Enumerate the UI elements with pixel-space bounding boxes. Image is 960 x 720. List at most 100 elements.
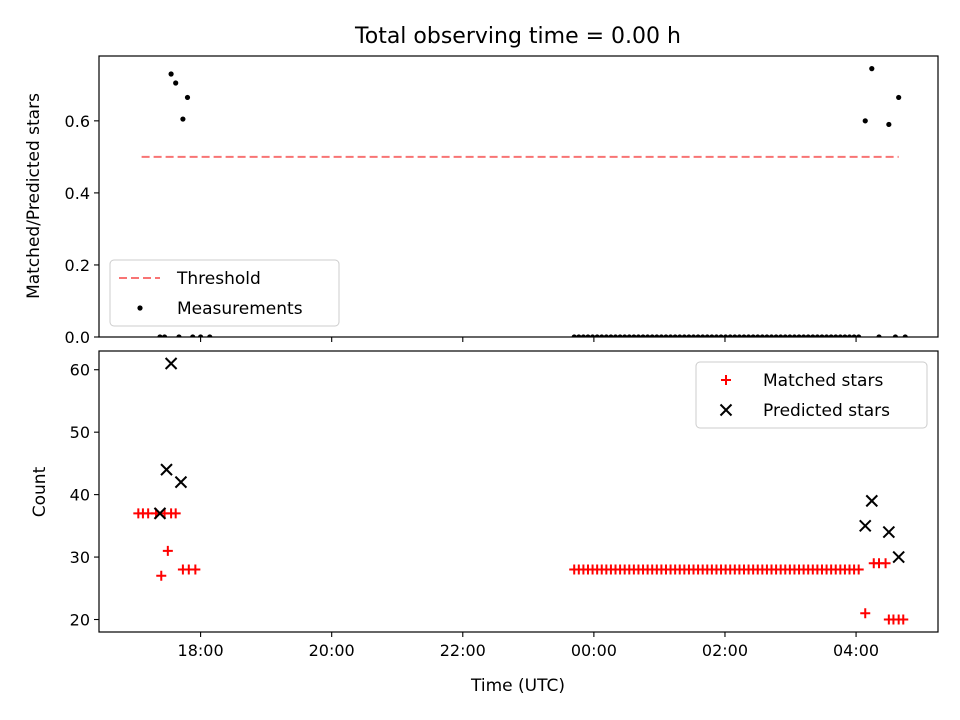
measurements-point [896, 94, 902, 101]
predicted-stars-point [160, 463, 173, 476]
measurements-point [667, 334, 674, 337]
measurements-point [862, 118, 868, 124]
measurements-point [168, 71, 174, 77]
measurements-point [727, 334, 733, 337]
measurements-point [732, 334, 738, 337]
legend: Threshold Measurements [109, 259, 340, 327]
y-tick-label: 60 [70, 361, 90, 380]
measurements-point [631, 334, 637, 337]
measurements-point [654, 334, 660, 337]
threshold-legend-label: Threshold [176, 269, 261, 289]
measurements-point [207, 334, 213, 337]
measurements-point [594, 334, 600, 337]
measurements-point [902, 334, 908, 337]
measurements-point [759, 334, 765, 337]
measurements-point [626, 334, 632, 337]
measurements-point [837, 334, 843, 337]
y-tick-label: 0.2 [65, 256, 90, 275]
measurements-point [764, 334, 770, 337]
predicted-stars-legend-marker [719, 403, 733, 417]
matched-stars-legend-label: Matched stars [763, 371, 883, 391]
predicted-stars-legend-label: Predicted stars [763, 401, 890, 421]
measurements-point [828, 334, 834, 337]
matched-stars-point [898, 614, 909, 625]
measurements-point [658, 334, 664, 337]
measurements-point [649, 334, 655, 337]
matched-stars-point [853, 564, 864, 575]
measurements-point [823, 334, 830, 337]
y-tick-label: 0.0 [65, 328, 90, 347]
measurements-point [787, 334, 793, 337]
measurements-point [663, 334, 669, 337]
measurements-point [745, 334, 752, 337]
legend-box [109, 259, 340, 327]
measurements-point [718, 334, 724, 337]
measurements-point [810, 334, 816, 337]
measurements-legend-marker [137, 305, 143, 311]
measurements-point [819, 334, 825, 337]
data-layer [141, 66, 908, 337]
measurements-point [173, 80, 179, 86]
measurements-point [197, 334, 204, 337]
measurements-point [622, 334, 628, 337]
measurements-point [580, 334, 586, 337]
measurements-point [589, 334, 596, 337]
measurements-point [796, 334, 802, 337]
y-tick-label: 50 [70, 423, 90, 442]
count-plot-area: 20 30 40 50 60 18:00 20:00 22:00 00:00 02:00 04:00… [70, 350, 939, 660]
measurements-point [161, 334, 168, 337]
measurements-point [801, 334, 807, 337]
measurements-point [617, 334, 623, 337]
measurements-point [709, 334, 715, 337]
measurements-point [180, 116, 186, 122]
measurements-point [846, 334, 853, 337]
measurements-point [773, 334, 779, 337]
y-tick-label: 40 [70, 486, 90, 505]
measurements-point [741, 334, 747, 337]
measurements-point [677, 334, 683, 337]
measurements-point [805, 334, 811, 337]
measurements-point [157, 334, 163, 337]
ratio-y-axis-label: Matched/Predicted stars [24, 93, 44, 299]
measurements-point [856, 334, 862, 337]
measurements-point [768, 334, 775, 337]
chart-title: Total observing time = 0.00 h [354, 24, 681, 49]
measurements-point [782, 334, 788, 337]
measurements-point [599, 334, 605, 337]
measurements-point [723, 334, 729, 337]
measurements-point [571, 334, 577, 337]
measurements-point [640, 334, 646, 337]
measurements-point [695, 334, 701, 337]
matched-stars-point [170, 508, 181, 519]
count-panel: 20 30 40 50 60 18:00 20:00 22:00 00:00 02:00 04:00… [30, 350, 939, 696]
measurements-point [585, 334, 591, 337]
measurements-point [892, 334, 898, 337]
measurements-point [608, 334, 614, 337]
matched-stars-point [156, 570, 167, 581]
data-layer [133, 357, 909, 625]
matched-stars-point [190, 564, 201, 575]
axes-frame [98, 350, 939, 633]
ratio-panel: 0.0 0.2 0.4 0.6 Threshold Measurements Matche… [24, 55, 939, 347]
measurements-point [886, 121, 892, 128]
measurements-point [681, 334, 687, 337]
measurements-point [778, 334, 784, 337]
x-tick-label: 04:00 [833, 641, 879, 660]
measurements-point [645, 334, 651, 337]
y-tick-label: 20 [70, 611, 90, 630]
matched-stars-legend-marker [721, 375, 731, 385]
measurements-point [603, 334, 609, 337]
measurements-point [672, 334, 678, 337]
measurements-point [713, 334, 720, 337]
measurements-point [635, 334, 642, 337]
measurements-point [791, 334, 798, 337]
measurements-point [704, 334, 710, 337]
measurements-point [750, 334, 756, 337]
measurements-point [612, 334, 619, 337]
predicted-stars-point [892, 550, 905, 564]
y-tick-label: 0.6 [65, 112, 90, 131]
axes-frame [98, 55, 939, 338]
matched-stars-point [860, 608, 871, 619]
predicted-stars-point [153, 507, 167, 520]
